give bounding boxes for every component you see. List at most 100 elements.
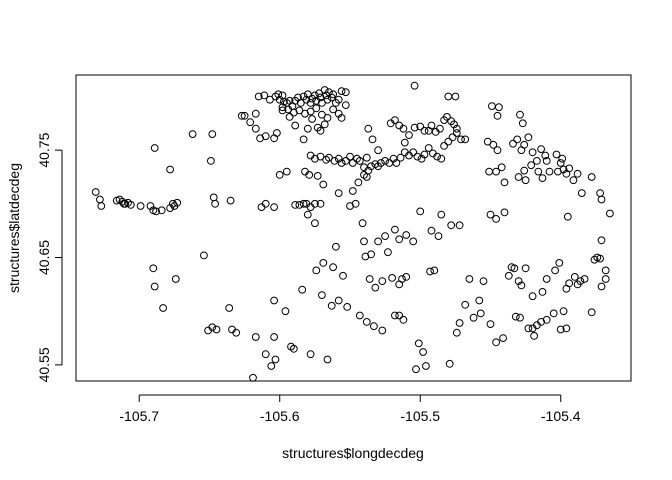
data-point — [533, 157, 541, 165]
data-point — [492, 215, 501, 223]
data-point — [306, 107, 315, 116]
data-point — [385, 159, 394, 167]
data-point — [606, 209, 614, 218]
data-point — [275, 95, 284, 104]
data-point — [597, 195, 606, 204]
data-point — [312, 266, 321, 275]
data-point — [226, 196, 235, 205]
data-point — [447, 221, 456, 230]
data-point — [348, 159, 357, 167]
data-point — [479, 277, 488, 286]
data-point — [270, 333, 279, 341]
data-point — [556, 159, 565, 167]
data-point — [370, 322, 378, 331]
data-point — [562, 324, 571, 333]
data-point — [499, 334, 508, 343]
data-point — [311, 154, 319, 163]
data-point — [334, 296, 343, 305]
data-point — [374, 146, 383, 155]
data-point — [500, 178, 509, 187]
data-point — [410, 81, 419, 90]
data-point — [437, 210, 446, 219]
x-axis: -105.7 -105.6 -105.5 -105.4 — [119, 394, 581, 424]
data-point — [354, 178, 363, 187]
data-point — [426, 267, 435, 276]
data-point — [601, 275, 610, 283]
data-point — [254, 92, 263, 101]
data-point — [541, 151, 550, 160]
data-point — [521, 264, 530, 273]
data-point — [305, 171, 314, 179]
data-point — [538, 174, 547, 183]
data-point — [306, 350, 315, 359]
data-point — [188, 130, 197, 139]
data-point — [256, 134, 265, 143]
data-point — [580, 275, 589, 283]
data-point — [166, 165, 175, 174]
data-point — [312, 104, 321, 113]
data-point — [200, 251, 208, 260]
y-tick-label: 40.55 — [36, 347, 52, 382]
data-point — [488, 102, 496, 110]
data-point — [339, 271, 347, 280]
data-point — [469, 313, 478, 322]
data-point — [420, 126, 429, 135]
data-point — [409, 148, 418, 157]
data-point — [311, 91, 319, 100]
data-point — [489, 140, 498, 149]
data-point — [282, 167, 291, 176]
data-point — [337, 114, 346, 122]
data-point — [334, 95, 343, 104]
data-point — [270, 203, 279, 212]
data-point — [455, 319, 464, 327]
data-point — [538, 288, 547, 296]
data-point — [587, 308, 596, 317]
data-point — [136, 202, 145, 210]
data-point — [504, 271, 513, 280]
data-point — [409, 237, 418, 246]
data-point — [374, 237, 383, 246]
data-point — [452, 124, 461, 133]
data-point — [358, 219, 367, 228]
data-point — [427, 226, 436, 235]
data-point — [173, 198, 182, 207]
data-point — [520, 166, 529, 175]
data-point — [596, 254, 604, 263]
data-point — [597, 282, 606, 291]
data-point — [152, 207, 161, 216]
data-point — [308, 115, 317, 123]
data-point — [209, 193, 218, 202]
data-point — [398, 275, 406, 283]
data-point — [295, 106, 304, 115]
data-point — [514, 173, 523, 181]
data-point — [521, 176, 530, 185]
data-point — [378, 277, 387, 286]
data-point — [157, 206, 166, 215]
data-point — [587, 173, 596, 181]
data-point — [493, 111, 502, 120]
data-point — [311, 219, 319, 228]
data-point — [511, 312, 520, 321]
data-point — [228, 325, 236, 334]
data-point — [365, 275, 374, 283]
data-point — [448, 133, 457, 142]
data-point — [412, 365, 420, 374]
data-point — [542, 157, 551, 165]
data-point — [395, 235, 404, 244]
data-point — [251, 333, 260, 341]
data-point — [596, 189, 604, 198]
data-point — [513, 135, 522, 144]
data-point — [261, 350, 270, 359]
data-point — [316, 93, 325, 102]
data-point — [461, 300, 470, 309]
data-point — [278, 106, 287, 115]
data-point — [337, 87, 346, 95]
data-point — [457, 135, 465, 144]
data-point — [563, 212, 572, 221]
data-point — [362, 318, 371, 326]
data-point — [424, 144, 433, 152]
data-point — [91, 188, 100, 196]
data-point — [514, 277, 523, 286]
data-point — [270, 296, 279, 305]
